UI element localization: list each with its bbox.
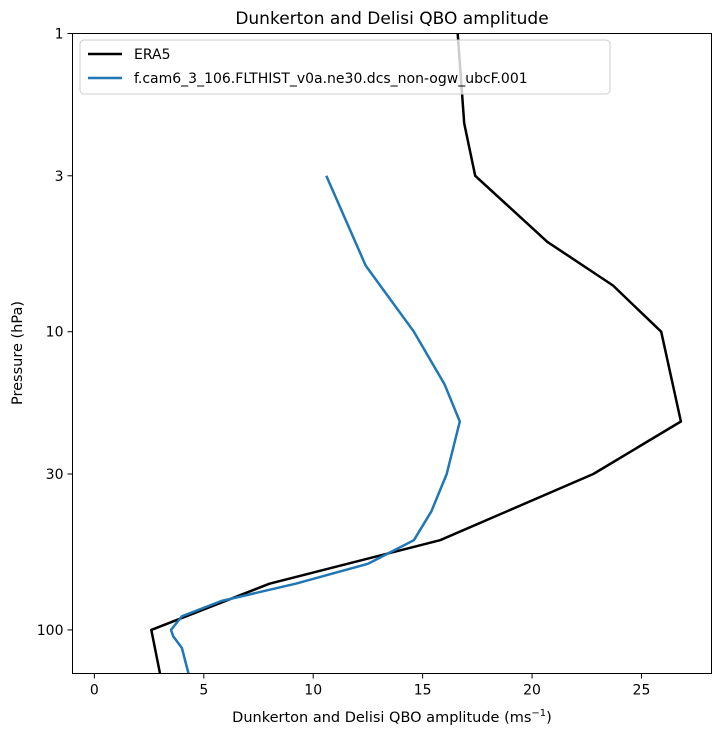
series-line-1 [169, 175, 462, 674]
x-ticks: 0 5 10 15 20 25 [90, 673, 651, 699]
series-line-0 [150, 33, 683, 674]
x-axis-label-close: ) [546, 710, 552, 726]
y-ticks: 1 3 10 30 100 [37, 27, 73, 639]
x-axis-label-superscript: −1 [531, 708, 546, 719]
y-axis-label: Pressure (hPa) [10, 301, 26, 405]
legend: ERA5 f.cam6_3_106.FLTHIST_v0a.ne30.dcs_n… [79, 39, 611, 95]
x-axis-label-main: Dunkerton and Delisi QBO amplitude (ms [232, 710, 531, 726]
x-tick-label: 10 [304, 683, 322, 699]
y-tick-label: 3 [55, 169, 64, 185]
series-layer [150, 33, 683, 674]
x-tick-label: 25 [633, 683, 651, 699]
x-tick-label: 15 [414, 683, 432, 699]
legend-box [79, 39, 611, 95]
y-tick-label: 30 [46, 467, 64, 483]
chart-title: Dunkerton and Delisi QBO amplitude [235, 9, 548, 29]
legend-label-era5: ERA5 [134, 47, 171, 63]
x-tick-label: 0 [90, 683, 99, 699]
plot-frame [72, 33, 712, 674]
x-axis-label: Dunkerton and Delisi QBO amplitude (ms−1… [232, 708, 552, 726]
y-tick-label: 100 [37, 623, 64, 639]
y-tick-label: 1 [55, 27, 64, 43]
x-tick-label: 20 [523, 683, 541, 699]
x-tick-label: 5 [199, 683, 208, 699]
y-tick-label: 10 [46, 325, 64, 341]
legend-label-model: f.cam6_3_106.FLTHIST_v0a.ne30.dcs_non-og… [134, 71, 528, 87]
